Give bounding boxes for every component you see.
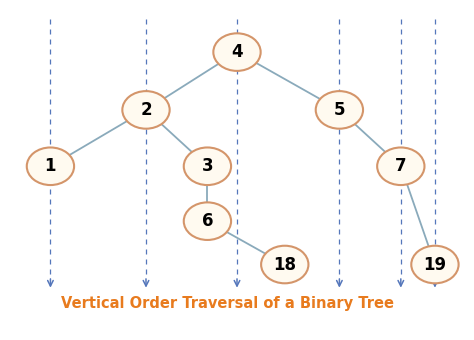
Ellipse shape <box>411 246 459 283</box>
Text: 6: 6 <box>201 212 213 230</box>
Text: 5: 5 <box>334 101 345 119</box>
Text: 18: 18 <box>273 256 296 273</box>
Ellipse shape <box>213 33 261 71</box>
Text: 19: 19 <box>423 256 447 273</box>
Text: 3: 3 <box>201 157 213 175</box>
Ellipse shape <box>27 148 74 185</box>
Ellipse shape <box>377 148 425 185</box>
Text: 2: 2 <box>140 101 152 119</box>
Text: Vertical Order Traversal of a Binary Tree: Vertical Order Traversal of a Binary Tre… <box>62 296 394 311</box>
Ellipse shape <box>122 91 170 129</box>
Ellipse shape <box>184 202 231 240</box>
Text: 1: 1 <box>45 157 56 175</box>
Ellipse shape <box>184 148 231 185</box>
Ellipse shape <box>316 91 363 129</box>
Text: 7: 7 <box>395 157 407 175</box>
Ellipse shape <box>261 246 309 283</box>
Text: 4: 4 <box>231 43 243 61</box>
